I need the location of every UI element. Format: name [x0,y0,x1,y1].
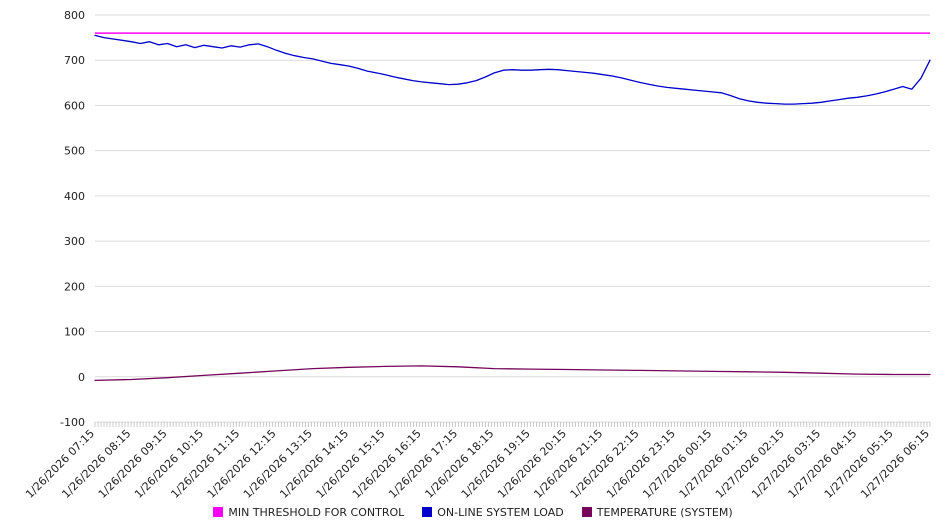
svg-text:800: 800 [64,9,85,22]
chart-legend: MIN THRESHOLD FOR CONTROL ON-LINE SYSTEM… [0,500,946,524]
legend-label-online-system-load: ON-LINE SYSTEM LOAD [437,505,564,519]
svg-text:600: 600 [64,99,85,112]
legend-label-min-threshold: MIN THRESHOLD FOR CONTROL [228,505,405,519]
svg-text:300: 300 [64,235,85,248]
legend-label-temperature-system: TEMPERATURE (SYSTEM) [596,505,733,519]
line-chart-plot: -100 0 100 200 300 400 500 600 700 800 1/26/2026 0… [23,9,932,501]
svg-text:0: 0 [78,371,85,384]
legend-item-temperature-system[interactable]: TEMPERATURE (SYSTEM) [581,505,733,519]
svg-text:100: 100 [64,326,85,339]
svg-text:200: 200 [64,280,85,293]
legend-swatch-online-system-load [422,507,433,517]
svg-text:700: 700 [64,54,85,67]
svg-text:500: 500 [64,145,85,158]
legend-swatch-temperature-system [581,507,592,517]
svg-text:400: 400 [64,190,85,203]
svg-text:1/26/2026 07:15: 1/26/2026 07:15 [23,427,97,498]
legend-swatch-min-threshold [213,507,224,517]
legend-item-online-system-load[interactable]: ON-LINE SYSTEM LOAD [422,505,564,519]
svg-text:-100: -100 [60,416,85,429]
legend-item-min-threshold[interactable]: MIN THRESHOLD FOR CONTROL [213,506,404,519]
